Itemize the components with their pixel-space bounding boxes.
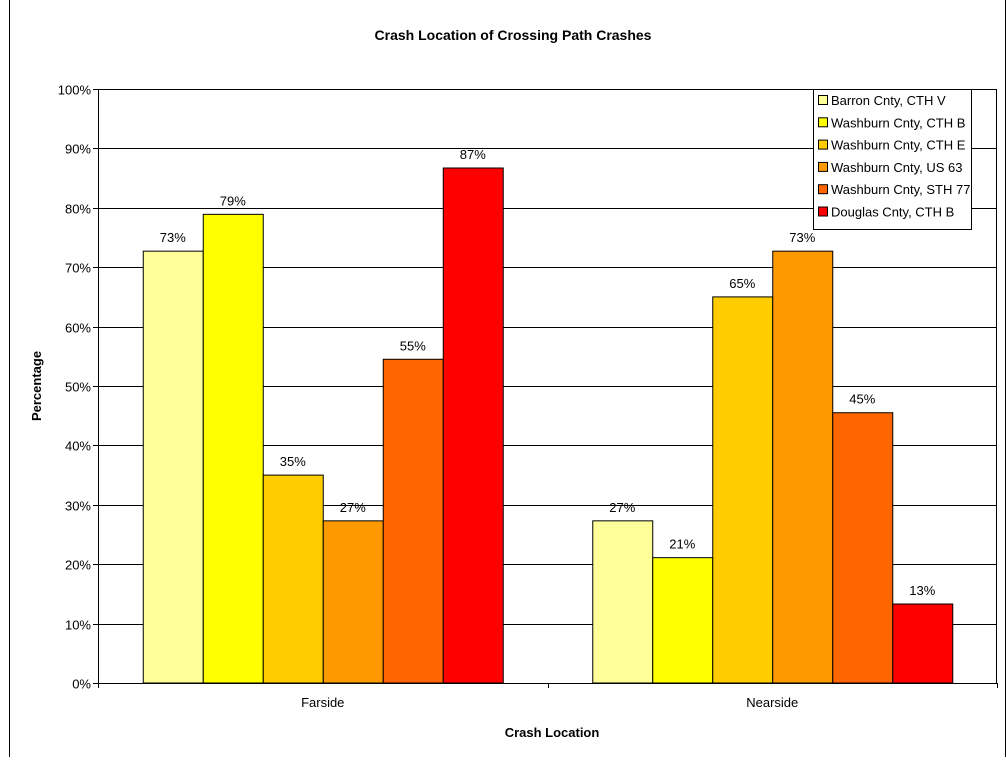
data-label: 45% [849, 392, 875, 407]
bars-layer [142, 167, 954, 684]
data-label: 65% [729, 276, 755, 291]
data-label: 73% [160, 230, 186, 245]
legend-swatch [818, 139, 828, 150]
bar [202, 213, 264, 684]
legend-box [813, 89, 972, 230]
y-tick-label: 60% [65, 321, 91, 336]
y-tick-label: 10% [65, 618, 91, 633]
plot-border [98, 89, 997, 684]
plot-area [98, 89, 997, 684]
data-label: 13% [909, 583, 935, 598]
bar [442, 167, 504, 684]
y-tick-label: 20% [65, 558, 91, 573]
bar [892, 603, 954, 684]
data-label: 35% [280, 454, 306, 469]
legend: Barron Cnty, CTH V Washburn Cnty, CTH B Wa… [813, 89, 972, 230]
bar [652, 557, 714, 684]
x-axis: Farside Nearside [98, 683, 998, 710]
data-label: 21% [669, 537, 695, 552]
legend-swatch [818, 206, 828, 217]
x-axis-title: Crash Location [505, 725, 600, 740]
y-tick-label: 80% [65, 202, 91, 217]
y-tick-label: 50% [65, 380, 91, 395]
legend-swatch [818, 161, 828, 172]
y-axis: 0% 10% 20% 30% 40% 50% 60% 70% 80% 90% 100% [58, 83, 98, 692]
y-tick-label: 100% [58, 83, 92, 98]
legend-label: Washburn Cnty, US 63 [831, 160, 963, 175]
y-tick-label: 40% [65, 439, 91, 454]
bar [382, 358, 444, 684]
y-tick-label: 0% [72, 677, 91, 692]
legend-swatch [818, 117, 828, 128]
y-tick-label: 90% [65, 142, 91, 157]
chart-title: Crash Location of Crossing Path Crashes [375, 27, 652, 43]
legend-label: Washburn Cnty, CTH E [831, 138, 966, 153]
y-tick-label: 70% [65, 261, 91, 276]
data-label: 73% [789, 230, 815, 245]
data-label: 87% [460, 147, 486, 162]
y-tick-label: 30% [65, 499, 91, 514]
legend-label: Washburn Cnty, STH 77 [831, 182, 970, 197]
bar [592, 520, 654, 684]
y-axis-title: Percentage [29, 351, 44, 421]
legend-label: Douglas Cnty, CTH B [831, 205, 954, 220]
x-tick-label: Farside [301, 695, 344, 710]
data-label: 55% [400, 338, 426, 353]
legend-swatch [818, 95, 828, 105]
bar [322, 520, 384, 684]
x-tick-label: Nearside [746, 695, 798, 710]
data-label: 79% [220, 193, 246, 208]
data-label: 27% [609, 500, 635, 515]
bar [262, 474, 324, 684]
legend-swatch [818, 184, 828, 195]
data-label: 27% [340, 500, 366, 515]
legend-label: Washburn Cnty, CTH B [831, 115, 965, 130]
bar [712, 296, 774, 684]
bar [832, 412, 894, 684]
bar [772, 250, 834, 684]
legend-label: Barron Cnty, CTH V [831, 93, 946, 108]
data-labels-layer: 73% 79% 35% 27% 55% 87% 27% 21% 65% 73% 45% 13% [160, 147, 936, 598]
bar [142, 250, 204, 684]
